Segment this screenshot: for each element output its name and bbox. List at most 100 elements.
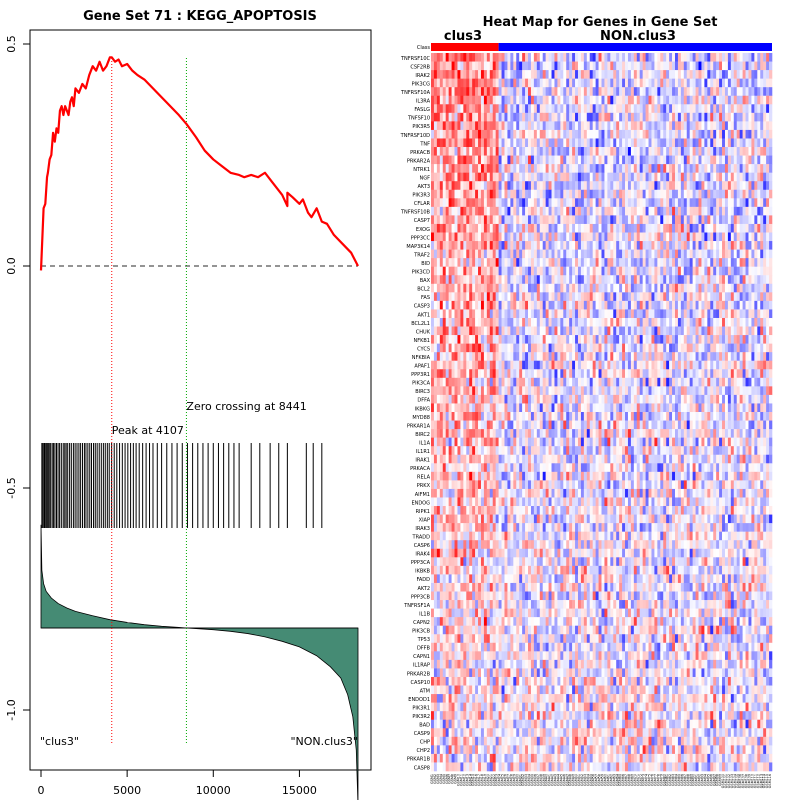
heatmap-cell	[469, 317, 473, 327]
heatmap-cell	[704, 104, 708, 114]
heatmap-cell	[654, 266, 658, 276]
heatmap-cell	[539, 377, 544, 387]
heatmap-cell	[660, 206, 664, 216]
heatmap-cell	[613, 70, 617, 79]
heatmap-cell	[507, 309, 511, 319]
heatmap-cell	[451, 104, 455, 114]
heatmap-cell	[672, 61, 676, 71]
heatmap-cell	[766, 172, 770, 182]
heatmap-cell	[507, 369, 511, 379]
heatmap-cell	[616, 360, 620, 370]
heatmap-cell	[489, 70, 494, 79]
heatmap-cell	[466, 300, 470, 310]
heatmap-cell	[754, 335, 758, 344]
heatmap-cell	[519, 369, 523, 379]
heatmap-cell	[433, 352, 438, 362]
heatmap-cell	[533, 215, 538, 225]
heatmap-cell	[707, 369, 711, 379]
heatmap-cell	[672, 172, 676, 182]
heatmap-cell	[457, 129, 461, 139]
heatmap-cell	[642, 189, 646, 199]
heatmap-cell	[622, 189, 626, 199]
heatmap-cell	[689, 369, 693, 379]
heatmap-cell	[498, 198, 502, 208]
heatmap-cell	[566, 95, 570, 105]
heatmap-cell	[533, 70, 538, 79]
heatmap-cell	[466, 206, 470, 216]
heatmap-cell	[542, 326, 546, 336]
heatmap-cell	[639, 223, 643, 233]
heatmap-cell	[751, 266, 755, 276]
heatmap-cell	[698, 95, 702, 105]
heatmap-cell	[525, 206, 529, 216]
heatmap-cell	[710, 258, 714, 267]
heatmap-cell	[745, 403, 749, 413]
heatmap-cell	[572, 112, 576, 122]
heatmap-cell	[713, 147, 717, 156]
heatmap-cell	[719, 249, 723, 259]
heatmap-cell	[445, 369, 449, 379]
heatmap-cell	[548, 189, 552, 199]
heatmap-cell	[657, 335, 661, 344]
heatmap-cell	[557, 155, 561, 165]
heatmap-cell	[636, 206, 641, 216]
heatmap-cell	[507, 95, 511, 105]
heatmap-cell	[554, 249, 558, 259]
heatmap-cell	[572, 300, 576, 310]
heatmap-cell	[442, 215, 446, 225]
heatmap-cell	[548, 317, 552, 327]
heatmap-cell	[636, 112, 641, 122]
heatmap-cell	[554, 198, 558, 208]
heatmap-cell	[713, 292, 717, 302]
heatmap-cell	[663, 206, 667, 216]
heatmap-cell	[636, 155, 641, 165]
heatmap-cell	[548, 104, 552, 114]
heatmap-cell	[586, 241, 591, 250]
heatmap-cell	[598, 249, 602, 259]
heatmap-cell	[478, 326, 482, 336]
heatmap-cell	[457, 121, 461, 131]
heatmap-cell	[495, 147, 499, 156]
heatmap-cell	[701, 87, 705, 97]
heatmap-cell	[548, 112, 552, 122]
heatmap-cell	[707, 386, 711, 396]
heatmap-cell	[469, 343, 473, 353]
heatmap-cell	[683, 172, 688, 182]
heatmap-cell	[583, 292, 588, 302]
heatmap-cell	[622, 95, 626, 105]
heatmap-cell	[707, 155, 711, 165]
heatmap-cell	[495, 172, 499, 182]
heatmap-cell	[630, 164, 635, 173]
heatmap-cell	[604, 241, 608, 250]
heatmap-cell	[510, 326, 514, 336]
heatmap-cell	[713, 317, 717, 327]
heatmap-cell	[639, 386, 643, 396]
heatmap-cell	[489, 343, 494, 353]
heatmap-cell	[757, 300, 761, 310]
heatmap-cell	[769, 112, 773, 122]
heatmap-cell	[692, 223, 696, 233]
heatmap-cell	[554, 232, 558, 242]
heatmap-cell	[742, 258, 746, 267]
heatmap-cell	[431, 394, 435, 404]
heatmap-cell	[622, 317, 626, 327]
heatmap-cell	[704, 283, 708, 293]
heatmap-cell	[504, 70, 508, 79]
heatmap-cell	[463, 343, 467, 353]
heatmap-cell	[666, 283, 670, 293]
heatmap-cell	[542, 78, 546, 88]
heatmap-cell	[533, 198, 538, 208]
heatmap-cell	[760, 275, 764, 285]
heatmap-cell	[560, 87, 564, 97]
heatmap-cell	[607, 164, 611, 173]
heatmap-cell	[551, 275, 555, 285]
heatmap-cell	[498, 377, 502, 387]
heatmap-cell	[677, 300, 682, 310]
heatmap-cell	[742, 61, 746, 71]
heatmap-cell	[439, 53, 444, 62]
heatmap-cell	[648, 326, 652, 336]
peak-annotation: Peak at 4107	[112, 424, 184, 437]
heatmap-cell	[536, 258, 541, 267]
heatmap-cell	[589, 283, 593, 293]
heatmap-cell	[489, 215, 494, 225]
